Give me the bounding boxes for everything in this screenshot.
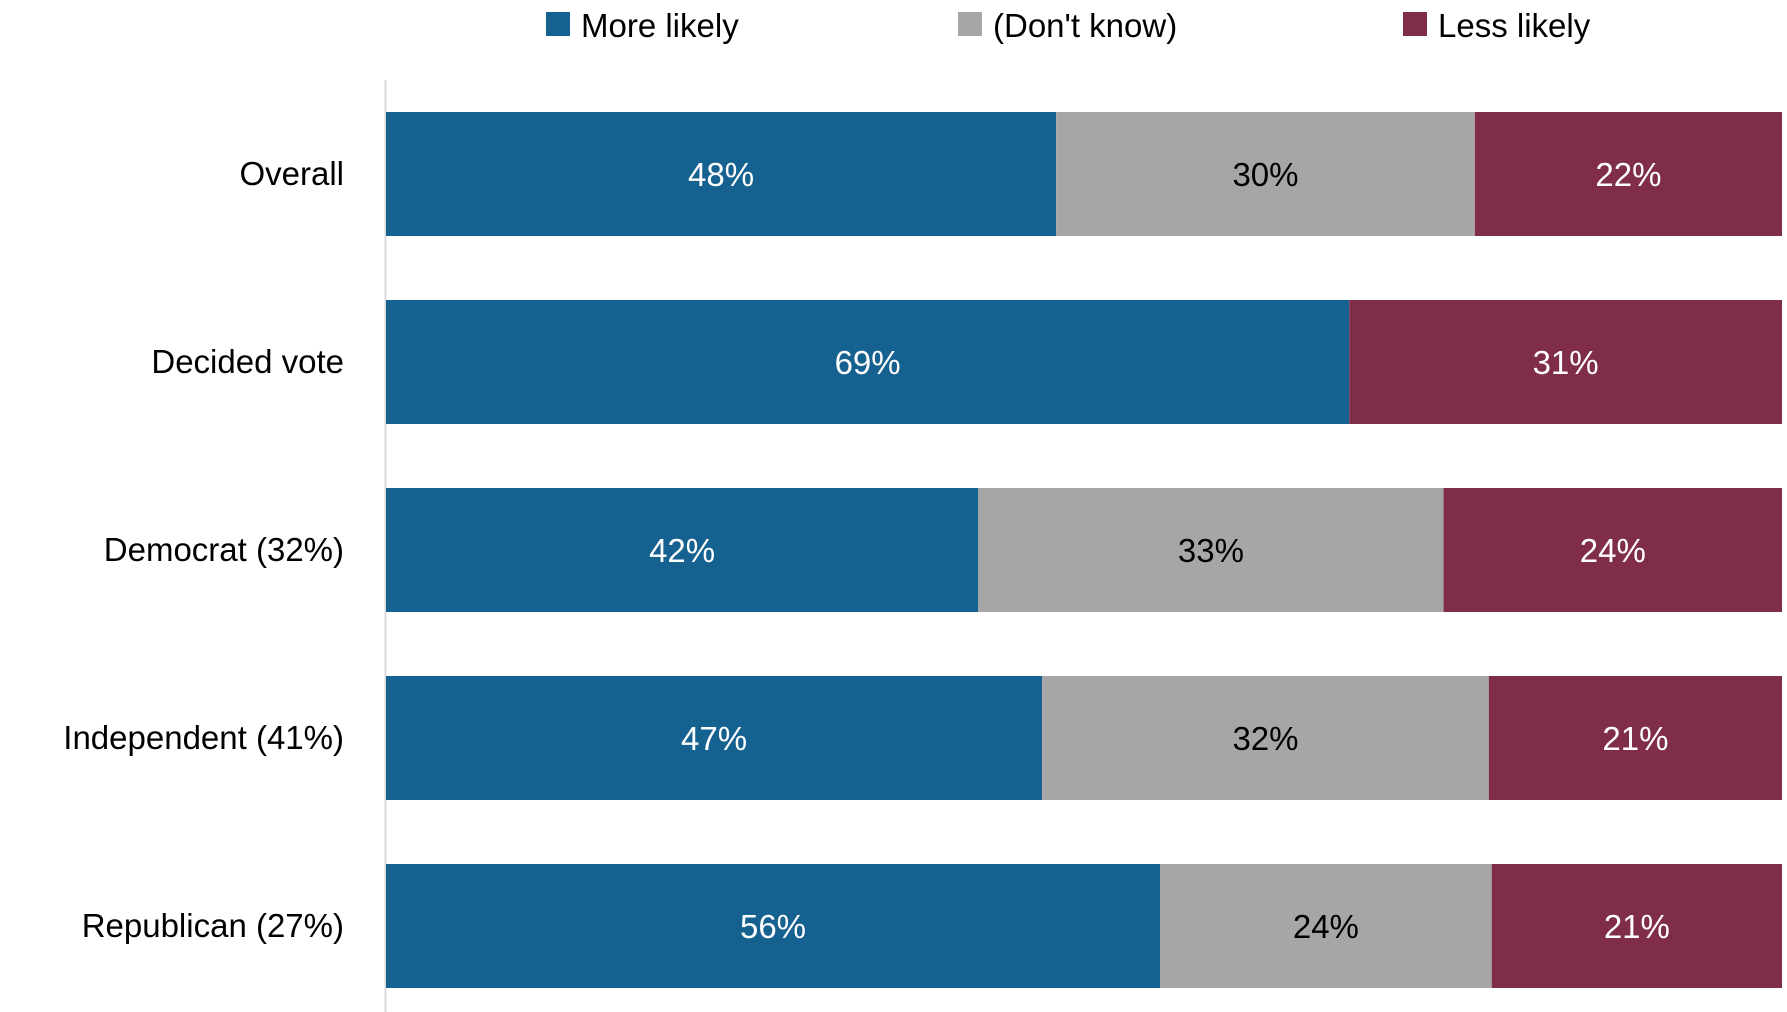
category-label-democrat-32: Democrat (32%) [104, 531, 344, 568]
bar-segment-less-likely [1488, 676, 1782, 800]
legend-swatch-less-likely [1403, 12, 1427, 36]
bar-segment-more-likely [386, 864, 1161, 988]
bar-segment-don-t-know [978, 488, 1444, 612]
data-label: 21% [1604, 908, 1670, 945]
bar-row-overall: 48% 30% 22% [386, 112, 1782, 236]
data-label: 42% [649, 532, 715, 569]
bar-segment-less-likely [1491, 864, 1782, 988]
bars: 48% 30% 22% 69% 31% 42% 33% 24% 47% 32% 21% 56% 24% 2… [386, 112, 1782, 988]
bar-segment-more-likely [386, 300, 1350, 424]
bar-segment-more-likely [386, 676, 1043, 800]
legend-swatch-don-t-know [958, 12, 982, 36]
bar-row-decided-vote: 69% 31% [386, 300, 1782, 424]
data-label: 21% [1602, 720, 1668, 757]
bar-segment-don-t-know [1056, 112, 1475, 236]
legend-item-more-likely: More likely [546, 7, 739, 44]
bar-row-independent-41: 47% 32% 21% [386, 676, 1782, 800]
bar-segment-more-likely [386, 112, 1057, 236]
bar-segment-less-likely [1474, 112, 1782, 236]
bar-row-republican-27: 56% 24% 21% [386, 864, 1782, 988]
data-label: 47% [681, 720, 747, 757]
data-label: 48% [688, 156, 754, 193]
legend-label-don-t-know: (Don't know) [993, 7, 1177, 44]
bar-segment-less-likely [1349, 300, 1782, 424]
bar-segment-more-likely [386, 488, 979, 612]
legend-item-don-t-know: (Don't know) [958, 7, 1177, 44]
data-label: 56% [740, 908, 806, 945]
category-label-republican-27: Republican (27%) [82, 907, 344, 944]
legend: More likely (Don't know) Less likely [546, 7, 1591, 44]
data-label: 24% [1293, 908, 1359, 945]
bar-segment-don-t-know [1160, 864, 1492, 988]
data-label: 31% [1533, 344, 1599, 381]
legend-swatch-more-likely [546, 12, 570, 36]
category-label-independent-41: Independent (41%) [63, 719, 344, 756]
data-label: 69% [835, 344, 901, 381]
data-label: 30% [1232, 156, 1298, 193]
bar-segment-less-likely [1443, 488, 1782, 612]
legend-label-less-likely: Less likely [1438, 7, 1591, 44]
legend-item-less-likely: Less likely [1403, 7, 1591, 44]
legend-label-more-likely: More likely [581, 7, 739, 44]
data-label: 24% [1580, 532, 1646, 569]
bar-row-democrat-32: 42% 33% 24% [386, 488, 1782, 612]
category-label-decided-vote: Decided vote [151, 343, 344, 380]
bar-segment-don-t-know [1042, 676, 1489, 800]
data-label: 22% [1595, 156, 1661, 193]
data-label: 32% [1232, 720, 1298, 757]
category-labels: Overall Decided vote Democrat (32%) Indepen… [63, 155, 344, 944]
category-label-overall: Overall [239, 155, 344, 192]
data-label: 33% [1178, 532, 1244, 569]
